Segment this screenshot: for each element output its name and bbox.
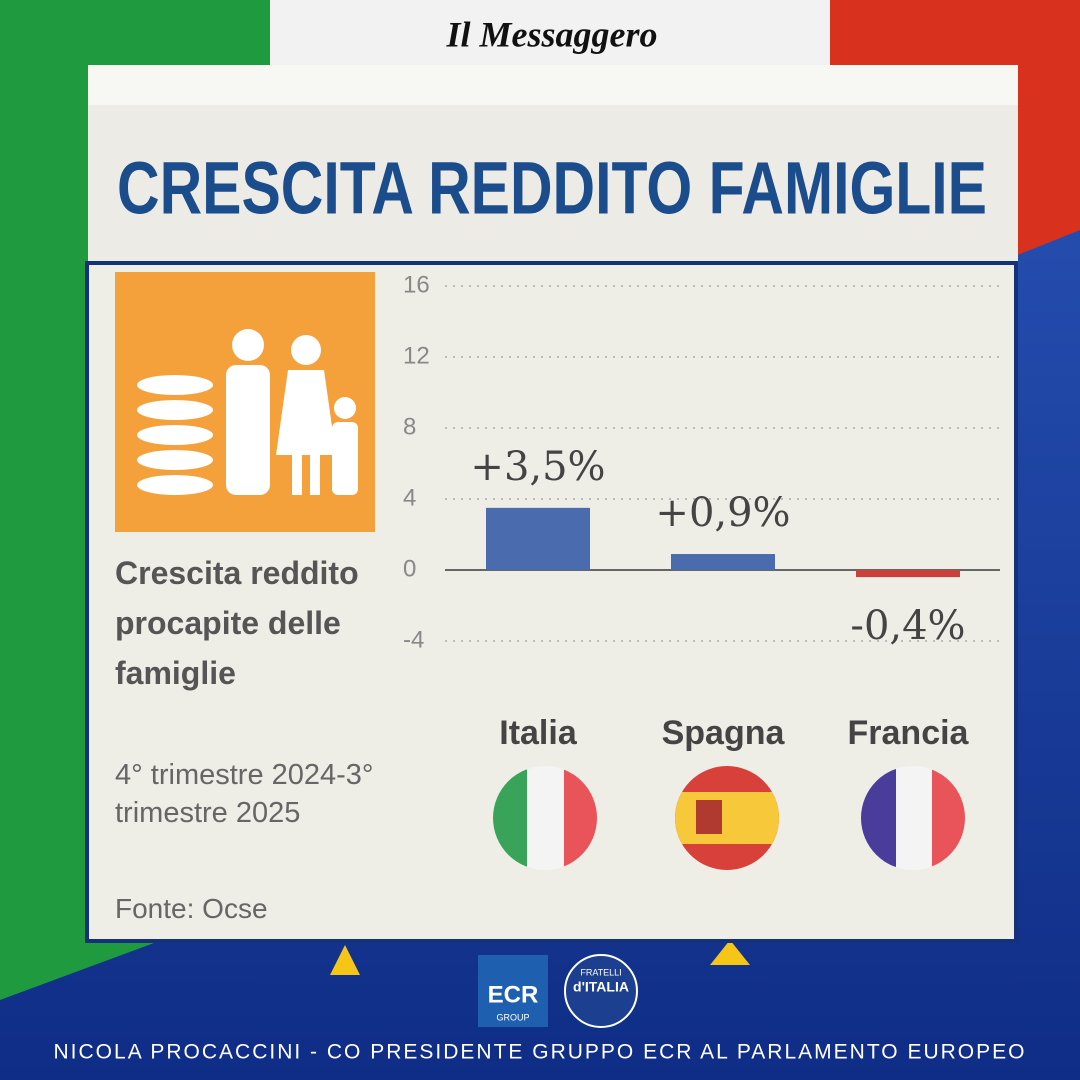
star	[330, 945, 360, 975]
footer: NICOLA PROCACCINI - CO PRESIDENTE GRUPPO…	[54, 1041, 1027, 1064]
x-tick-label: Spagna	[662, 714, 786, 752]
y-tick-label: 12	[403, 342, 430, 369]
fdi-main: d'ITALIA	[573, 979, 629, 995]
x-tick-label: Italia	[499, 714, 578, 752]
flag-spagna	[675, 766, 779, 870]
value-label: +3,5%	[470, 444, 605, 490]
source: Fonte: Ocse	[115, 893, 268, 924]
fdi-logo	[564, 954, 638, 1028]
x-tick-label: Francia	[848, 714, 970, 752]
ecr-logo	[478, 955, 548, 1027]
brand: Il Messaggero	[445, 14, 657, 54]
fdi-top: FRATELLI	[580, 967, 621, 977]
ecr-sub: GROUP	[496, 1012, 529, 1022]
y-tick-label: 0	[403, 555, 416, 582]
title: CRESCITA REDDITO FAMIGLIE	[117, 147, 987, 230]
ecr-text: ECR	[488, 981, 539, 1008]
bar	[856, 570, 960, 578]
y-tick-label: -4	[403, 626, 424, 653]
star	[710, 940, 750, 965]
y-tick-label: 8	[403, 413, 416, 440]
paper-torn	[88, 65, 1018, 105]
bar	[671, 554, 775, 570]
value-label: +0,9%	[655, 490, 790, 536]
y-tick-label: 4	[403, 484, 416, 511]
period: 4° trimestre 2024-3° trimestre 2025	[115, 759, 374, 829]
bar	[486, 507, 590, 570]
y-tick-label: 16	[403, 271, 430, 298]
value-label: -0,4%	[850, 603, 965, 649]
icon	[137, 329, 358, 495]
chart-subtitle: Crescita reddito procapite delle famigli…	[115, 555, 359, 691]
